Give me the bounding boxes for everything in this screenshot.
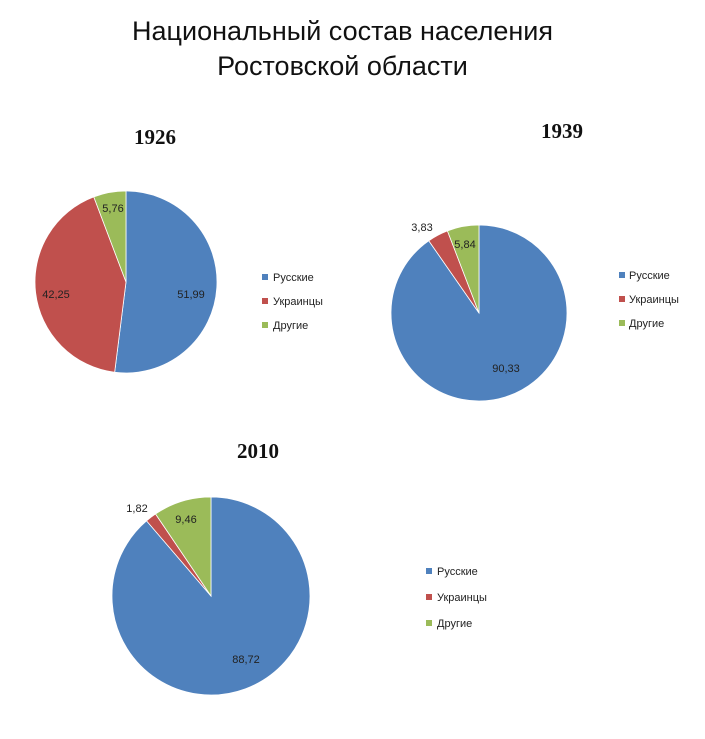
pie-slice-others — [446, 224, 480, 314]
data-label-ukrainians: 42,25 — [42, 289, 70, 301]
legend: Русские Украинцы Другие — [619, 270, 679, 330]
legend-label-russians: Русские — [273, 272, 314, 284]
pie-slice-russians — [390, 224, 568, 402]
legend-swatch-russians — [262, 274, 268, 280]
legend-label-others: Другие — [437, 618, 472, 630]
legend-label-others: Другие — [629, 318, 664, 330]
chart-title: 1939 — [541, 119, 583, 143]
pie-slice-others — [93, 190, 127, 283]
pie-slices — [34, 190, 218, 374]
data-labels: 90,33 3,83 5,84 — [411, 222, 519, 375]
legend-swatch-russians — [426, 568, 432, 574]
pie-chart-2010: 2010 88,72 1,82 9,46 Русские Украинцы Др… — [111, 439, 487, 696]
pie-slices — [390, 224, 568, 402]
pie-chart-1939: 1939 90,33 3,83 5,84 Русские Украинцы Др… — [390, 119, 679, 402]
legend-swatch-others — [426, 620, 432, 626]
data-labels: 88,72 1,82 9,46 — [126, 503, 259, 666]
legend-swatch-ukrainians — [619, 296, 625, 302]
legend-label-russians: Русские — [629, 270, 670, 282]
legend-swatch-russians — [619, 272, 625, 278]
pie-chart-1926: 1926 51,99 42,25 5,76 Русские Украинцы Д… — [34, 125, 323, 374]
page-title-line-1: Национальный состав населения — [132, 16, 553, 46]
pie-slice-russians — [114, 190, 218, 374]
legend-label-russians: Русские — [437, 566, 478, 578]
legend-swatch-others — [619, 320, 625, 326]
legend: Русские Украинцы Другие — [426, 566, 487, 630]
data-label-others: 9,46 — [175, 514, 196, 526]
data-label-russians: 90,33 — [492, 363, 520, 375]
legend: Русские Украинцы Другие — [262, 272, 323, 332]
legend-swatch-ukrainians — [262, 298, 268, 304]
legend-label-ukrainians: Украинцы — [273, 296, 323, 308]
data-label-ukrainians: 1,82 — [126, 503, 147, 515]
legend-swatch-ukrainians — [426, 594, 432, 600]
pie-slice-others — [155, 496, 212, 598]
pie-slices — [111, 496, 311, 696]
legend-label-others: Другие — [273, 320, 308, 332]
page-title: Национальный состав населения Ростовской… — [0, 14, 685, 84]
data-label-ukrainians: 3,83 — [411, 222, 432, 234]
chart-title: 2010 — [237, 439, 279, 463]
legend-label-ukrainians: Украинцы — [629, 294, 679, 306]
pie-slice-ukrainians — [34, 196, 127, 373]
data-label-russians: 51,99 — [177, 289, 205, 301]
data-label-russians: 88,72 — [232, 654, 260, 666]
legend-label-ukrainians: Украинцы — [437, 592, 487, 604]
data-label-others: 5,84 — [454, 239, 475, 251]
legend-swatch-others — [262, 322, 268, 328]
data-label-others: 5,76 — [102, 203, 123, 215]
page-title-line-2: Ростовской области — [217, 51, 468, 81]
chart-title: 1926 — [134, 125, 176, 149]
data-labels: 51,99 42,25 5,76 — [42, 203, 205, 301]
